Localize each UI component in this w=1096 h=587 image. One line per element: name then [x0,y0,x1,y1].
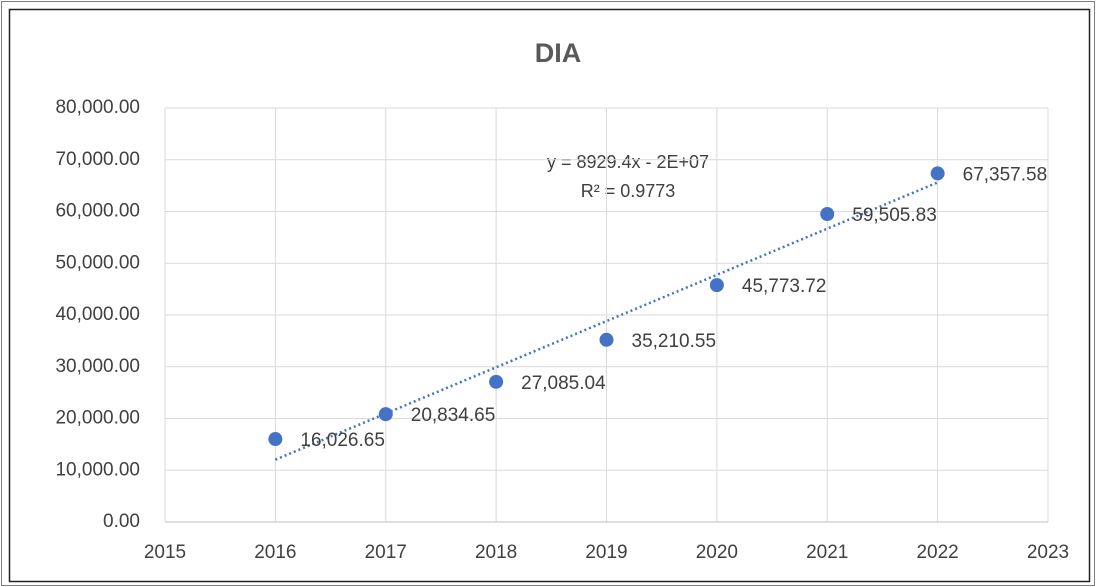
data-point [709,278,724,293]
y-tick-label: 70,000.00 [55,149,140,170]
trendline-r-squared: R² = 0.9773 [581,181,676,201]
x-tick-label: 2019 [585,542,627,563]
trendline-equation: y = 8929.4x - 2E+07 [547,152,709,172]
data-point [599,332,614,347]
x-tick-label: 2023 [1027,542,1069,563]
x-tick-label: 2015 [144,542,186,563]
data-point [930,166,945,181]
data-point [489,374,504,389]
y-tick-label: 0.00 [103,511,140,532]
x-tick-label: 2020 [696,542,738,563]
data-label: 59,505.83 [852,205,937,226]
data-label: 16,026.65 [300,430,385,451]
x-tick-label: 2016 [254,542,296,563]
y-tick-label: 60,000.00 [55,201,140,222]
x-tick-label: 2017 [365,542,407,563]
y-tick-label: 30,000.00 [55,356,140,377]
chart-title: DIA [535,38,582,68]
data-label: 20,834.65 [411,405,496,426]
y-tick-label: 10,000.00 [55,459,140,480]
y-tick-label: 80,000.00 [55,97,140,118]
data-point [820,207,835,222]
data-point [268,432,283,447]
data-label: 35,210.55 [632,331,717,352]
data-point [378,407,393,422]
y-tick-label: 20,000.00 [55,408,140,429]
x-tick-label: 2018 [475,542,517,563]
y-tick-label: 40,000.00 [55,304,140,325]
y-tick-label: 50,000.00 [55,252,140,273]
data-label: 67,357.58 [963,164,1048,185]
x-tick-label: 2022 [916,542,958,563]
x-tick-label: 2021 [806,542,848,563]
data-label: 45,773.72 [742,276,827,297]
chart-frame [8,8,1091,583]
data-label: 27,085.04 [521,373,606,394]
